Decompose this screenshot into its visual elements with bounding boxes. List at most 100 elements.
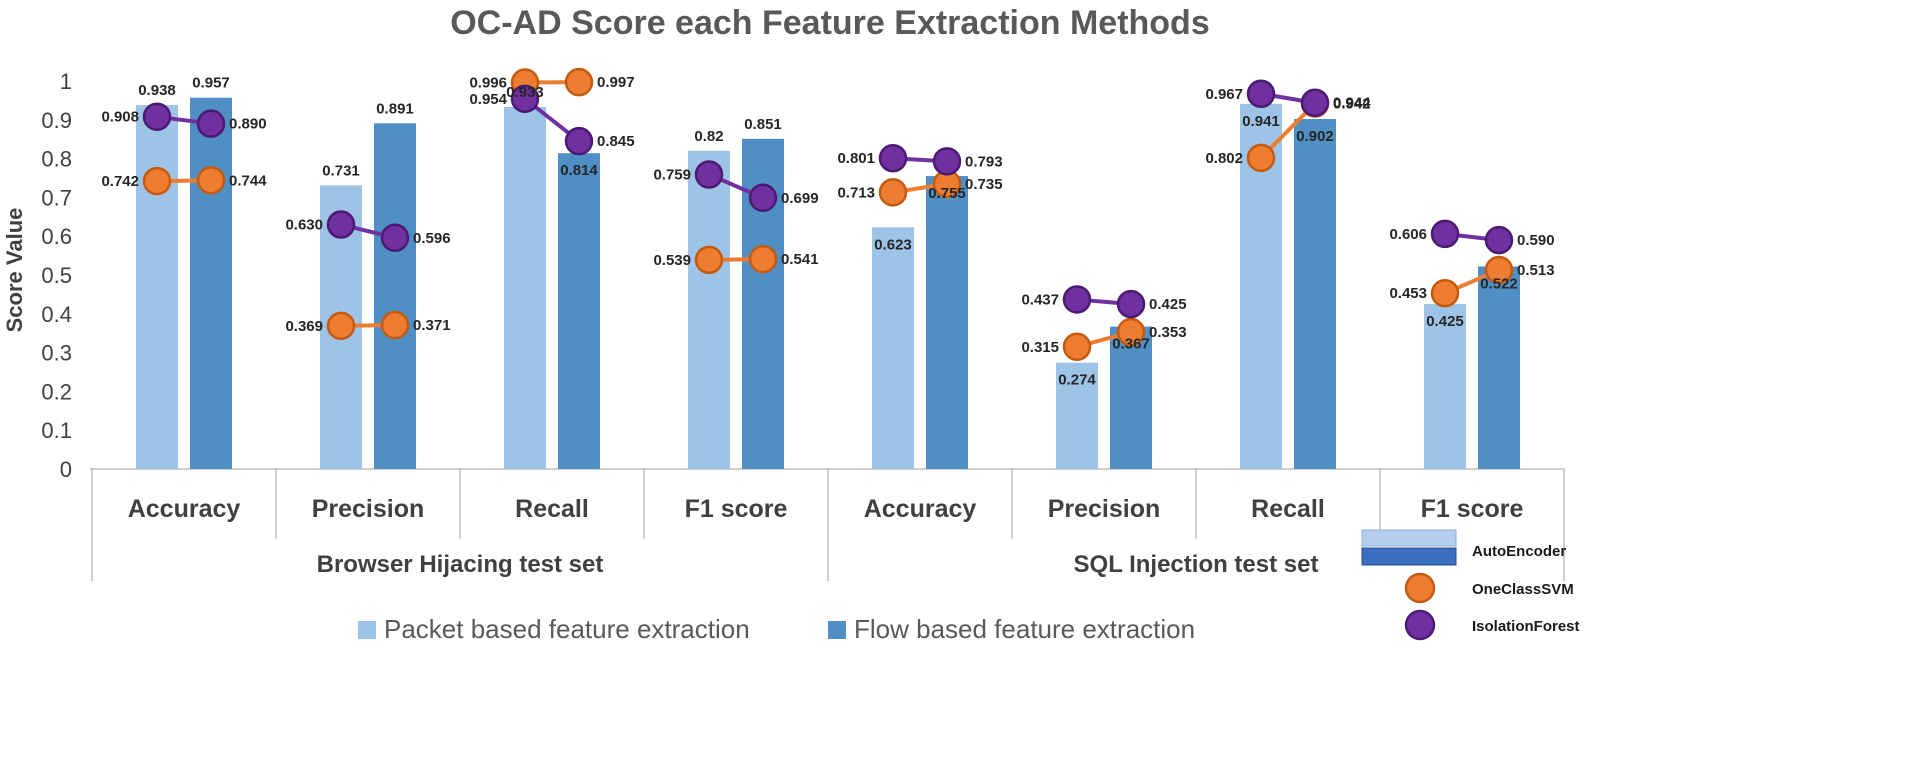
ocsvm-marker: [1246, 143, 1276, 173]
ocsvm-label: 0.541: [781, 251, 819, 268]
ocsvm-label: 0.735: [965, 176, 1003, 193]
y-tick-label-8: 0.8: [41, 147, 72, 172]
ocsvm-label: 0.513: [1517, 262, 1555, 279]
iforest-label: 0.437: [1021, 291, 1059, 308]
ocsvm-marker: [564, 67, 594, 97]
y-tick-label-7: 0.7: [41, 185, 72, 210]
bar-label-flow: 0.367: [1112, 336, 1150, 353]
iforest-marker: [326, 210, 356, 239]
ocsvm-label: 0.802: [1205, 150, 1243, 167]
bar-label-flow: 0.902: [1296, 128, 1334, 145]
group-label-0: Browser Hijacing test set: [317, 551, 604, 578]
category-label: Precision: [312, 495, 425, 523]
ocsvm-label: 0.997: [597, 74, 635, 91]
bar-label-packet: 0.731: [322, 162, 360, 179]
ocsvm-label: 0.996: [469, 75, 507, 92]
iforest-label: 0.944: [1333, 95, 1371, 112]
legend-label-autoencoder: AutoEncoder: [1472, 543, 1566, 560]
iforest-marker: [1116, 289, 1146, 319]
category-label: Accuracy: [128, 495, 241, 523]
iforest-marker: [1484, 225, 1514, 255]
y-tick-label-10: 1: [60, 69, 72, 94]
category-label: F1 score: [685, 495, 788, 523]
ocsvm-label: 0.371: [413, 317, 451, 334]
ocsvm-label: 0.744: [229, 172, 267, 189]
category-label: F1 score: [1421, 495, 1524, 523]
ocsvm-label: 0.369: [285, 318, 323, 335]
ocsvm-label: 0.315: [1021, 339, 1059, 356]
iforest-marker: [1300, 88, 1330, 117]
iforest-label: 0.967: [1205, 86, 1243, 103]
ocsvm-label: 0.453: [1389, 285, 1427, 302]
iforest-label: 0.590: [1517, 232, 1555, 249]
bar-flow: [1478, 266, 1520, 469]
iforest-label: 0.845: [597, 133, 635, 150]
y-tick-label-3: 0.3: [41, 341, 72, 366]
legend-swatch-packet: [358, 621, 376, 639]
bar-label-flow: 0.814: [560, 162, 598, 179]
legend-ocsvm-marker: [1404, 572, 1436, 604]
bar-flow: [1110, 326, 1152, 469]
iforest-marker: [932, 147, 962, 176]
bar-packet: [1056, 362, 1098, 469]
category-label: Recall: [1251, 495, 1325, 523]
y-tick-label-6: 0.6: [41, 224, 72, 249]
legend-autoencoder-dark: [1361, 547, 1457, 566]
iforest-marker: [694, 160, 724, 189]
ocsvm-marker: [694, 245, 724, 275]
legend-layer: Packet based feature extraction Flow base…: [358, 529, 1580, 644]
bar-packet: [136, 105, 178, 469]
bar-flow: [558, 153, 600, 469]
iforest-label: 0.908: [101, 109, 139, 126]
iforest-marker: [1062, 285, 1092, 314]
bar-packet: [872, 227, 914, 469]
iforest-label: 0.699: [781, 190, 819, 207]
iforest-label: 0.954: [469, 91, 507, 108]
bar-flow: [374, 123, 416, 470]
group-label-1: SQL Injection test set: [1074, 551, 1319, 578]
bar-label-flow: 0.957: [192, 75, 230, 92]
ocsvm-marker: [748, 244, 778, 274]
legend-swatch-flow: [828, 621, 846, 639]
bar-flow: [926, 176, 968, 469]
ocsvm-marker: [1430, 278, 1460, 308]
ocsvm-label: 0.353: [1149, 324, 1187, 341]
iforest-label: 0.759: [653, 167, 691, 184]
legend-iforest-marker: [1404, 609, 1436, 641]
ocsvm-marker: [380, 310, 410, 340]
legend-autoencoder-light: [1361, 529, 1457, 547]
y-tick-label-5: 0.5: [41, 263, 72, 288]
category-label: Recall: [515, 495, 589, 523]
legend-label-flow: Flow based feature extraction: [854, 614, 1195, 644]
bar-label-flow: 0.522: [1480, 275, 1518, 292]
category-label: Precision: [1048, 495, 1161, 523]
bars-layer: [136, 97, 1520, 470]
bar-label-packet: 0.933: [506, 84, 544, 101]
lines-layer: [142, 67, 1514, 362]
bar-packet: [504, 106, 546, 469]
y-tick-label-2: 0.2: [41, 379, 72, 404]
ocsvm-marker: [142, 166, 172, 196]
iforest-label: 0.890: [229, 116, 267, 133]
iforest-marker: [1430, 219, 1460, 249]
ocsvm-label: 0.742: [101, 173, 139, 190]
labels-layer: 0.938 0.957 0.742 0.744 0.908 0.890 0.731 0.891…: [101, 74, 1554, 389]
bar-label-packet: 0.274: [1058, 372, 1096, 389]
legend-label-packet: Packet based feature extraction: [384, 614, 750, 644]
iforest-marker: [142, 102, 172, 131]
bar-label-flow: 0.891: [376, 100, 414, 117]
y-axis-label: Score Value: [2, 208, 27, 333]
ocsvm-label: 0.539: [653, 252, 691, 269]
iforest-label: 0.425: [1149, 296, 1187, 313]
bar-label-packet: 0.938: [138, 82, 176, 99]
bar-packet: [688, 150, 730, 469]
legend-label-iforest: IsolationForest: [1472, 618, 1580, 635]
bar-label-flow: 0.755: [928, 185, 966, 202]
iforest-marker: [748, 183, 778, 213]
iforest-marker: [564, 126, 594, 156]
bar-label-flow: 0.851: [744, 116, 782, 133]
iforest-marker: [878, 143, 908, 173]
bar-label-packet: 0.623: [874, 236, 912, 253]
iforest-label: 0.606: [1389, 226, 1427, 243]
